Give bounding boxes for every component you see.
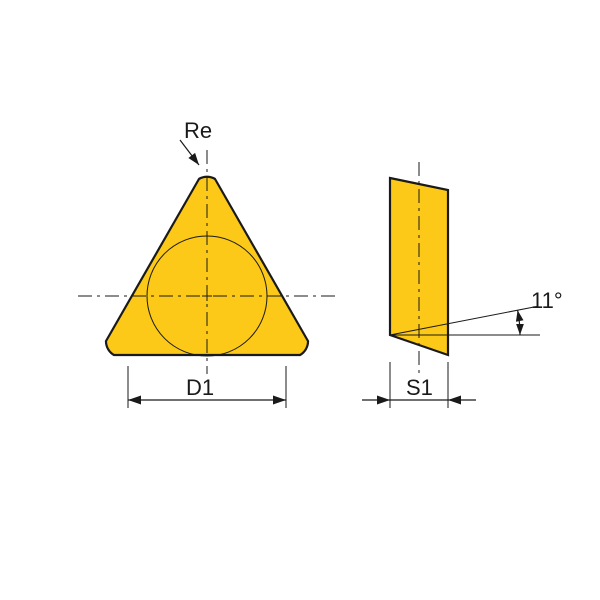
label-d1: D1 (186, 375, 214, 400)
side-view: 11° S1 (362, 162, 563, 408)
diagram-canvas: Re D1 11° S1 (0, 0, 600, 600)
front-view: Re D1 (78, 118, 336, 408)
label-angle: 11° (531, 288, 563, 313)
label-re: Re (184, 118, 212, 143)
label-s1: S1 (406, 375, 433, 400)
